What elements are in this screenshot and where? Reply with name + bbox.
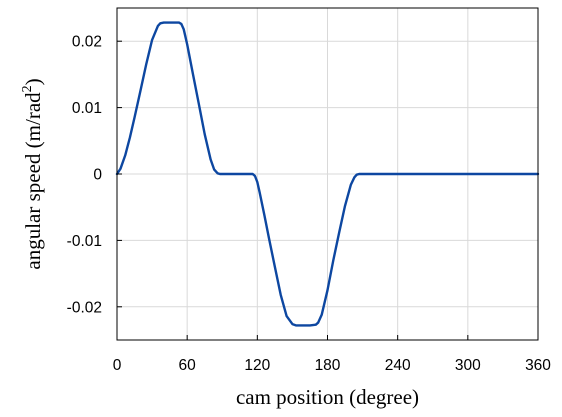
x-axis-ticks: 0 60 120 180 240 300 360 [113,335,551,374]
y-tick-label: -0.01 [67,233,102,250]
y-axis-title-suffix: ) [21,78,45,85]
series-line [115,21,540,327]
y-tick-label: -0.02 [67,299,102,316]
y-axis-title-main: angular speed (m/rad [21,92,45,270]
x-tick-label: 300 [455,357,481,374]
y-tick-label: 0.01 [72,100,102,117]
x-axis-title: cam position (degree) [236,385,419,409]
y-axis-title: angular speed (m/rad2) [20,78,45,269]
y-axis-ticks: 0.02 0.01 0 -0.01 -0.02 [67,34,122,316]
x-tick-label: 60 [179,357,197,374]
y-tick-label: 0 [93,167,102,184]
plot-area [115,21,540,327]
x-tick-label: 240 [385,357,411,374]
y-axis-title-superscript: 2 [20,85,35,92]
x-tick-label: 360 [525,357,551,374]
x-tick-label: 0 [113,357,122,374]
x-tick-label: 180 [315,357,341,374]
y-tick-label: 0.02 [72,34,102,51]
x-tick-label: 120 [244,357,270,374]
